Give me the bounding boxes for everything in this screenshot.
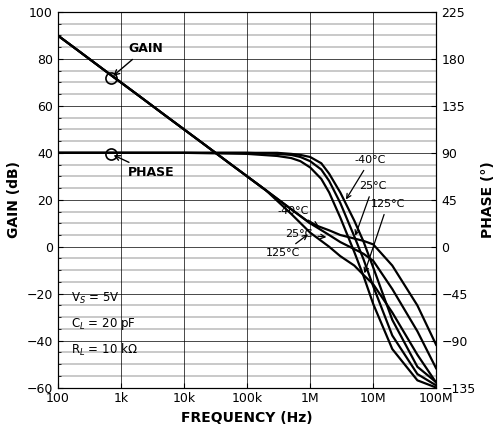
- Text: -40°C: -40°C: [277, 206, 317, 226]
- Text: 25°C: 25°C: [285, 229, 324, 239]
- Y-axis label: PHASE (°): PHASE (°): [480, 162, 494, 238]
- Text: V$_S$ = 5V: V$_S$ = 5V: [71, 291, 119, 306]
- Text: -40°C: -40°C: [346, 155, 385, 198]
- Text: PHASE: PHASE: [115, 156, 174, 179]
- Text: C$_L$ = 20 pF: C$_L$ = 20 pF: [71, 316, 135, 332]
- X-axis label: FREQUENCY (Hz): FREQUENCY (Hz): [181, 411, 312, 425]
- Text: R$_L$ = 10 kΩ: R$_L$ = 10 kΩ: [71, 342, 137, 358]
- Y-axis label: GAIN (dB): GAIN (dB): [7, 161, 21, 238]
- Text: 125°C: 125°C: [266, 235, 306, 258]
- Text: 125°C: 125°C: [363, 199, 404, 272]
- Text: GAIN: GAIN: [114, 42, 162, 75]
- Text: 25°C: 25°C: [354, 181, 386, 235]
